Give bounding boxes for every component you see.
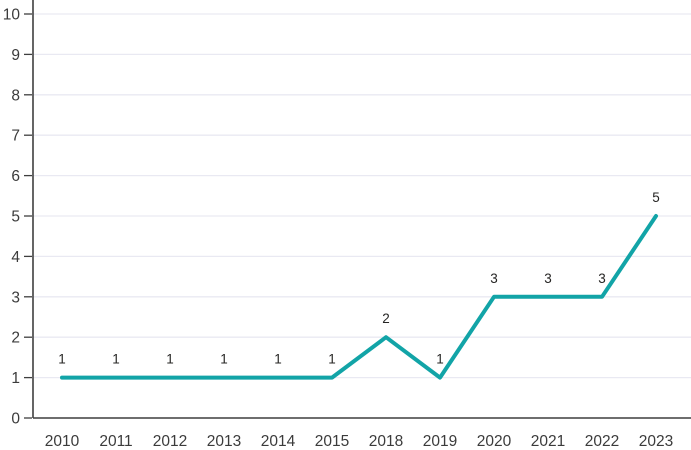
x-tick-label: 2015 xyxy=(315,433,349,450)
y-tick-label: 4 xyxy=(11,249,20,266)
data-point-label: 2 xyxy=(382,311,390,326)
data-point-label: 1 xyxy=(274,352,282,367)
data-point-label: 1 xyxy=(166,352,174,367)
x-tick-label: 2014 xyxy=(261,433,296,450)
x-tick-label: 2010 xyxy=(45,433,80,450)
x-tick-label: 2020 xyxy=(477,433,512,450)
data-point-label: 1 xyxy=(112,352,120,367)
line-series xyxy=(60,214,658,380)
data-point-label: 3 xyxy=(544,271,552,286)
data-point-label: 1 xyxy=(328,352,336,367)
data-point-label: 3 xyxy=(598,271,606,286)
x-tick-label: 2022 xyxy=(585,433,619,450)
x-tick-label: 2013 xyxy=(207,433,241,450)
y-tick-label: 0 xyxy=(11,411,20,428)
x-tick-label: 2023 xyxy=(639,433,673,450)
data-point-label: 1 xyxy=(220,352,228,367)
y-tick-label: 7 xyxy=(11,128,20,145)
data-point-label: 1 xyxy=(436,352,444,367)
data-point-label: 1 xyxy=(58,352,66,367)
y-tick-label: 8 xyxy=(11,87,20,104)
y-tick-label: 5 xyxy=(11,209,20,226)
x-tick-label: 2011 xyxy=(99,433,132,450)
data-point-label: 3 xyxy=(490,271,498,286)
x-tick-label: 2012 xyxy=(153,433,187,450)
y-tick-label: 1 xyxy=(11,370,20,387)
y-tick-label: 10 xyxy=(3,7,21,24)
data-point-label: 5 xyxy=(652,190,660,205)
y-tick-label: 9 xyxy=(11,47,20,64)
y-tick-label: 2 xyxy=(11,330,20,347)
x-tick-label: 2018 xyxy=(369,433,403,450)
x-tick-label: 2021 xyxy=(531,433,565,450)
x-tick-label: 2019 xyxy=(423,433,457,450)
y-tick-label: 6 xyxy=(11,168,20,185)
y-tick-label: 3 xyxy=(11,289,20,306)
